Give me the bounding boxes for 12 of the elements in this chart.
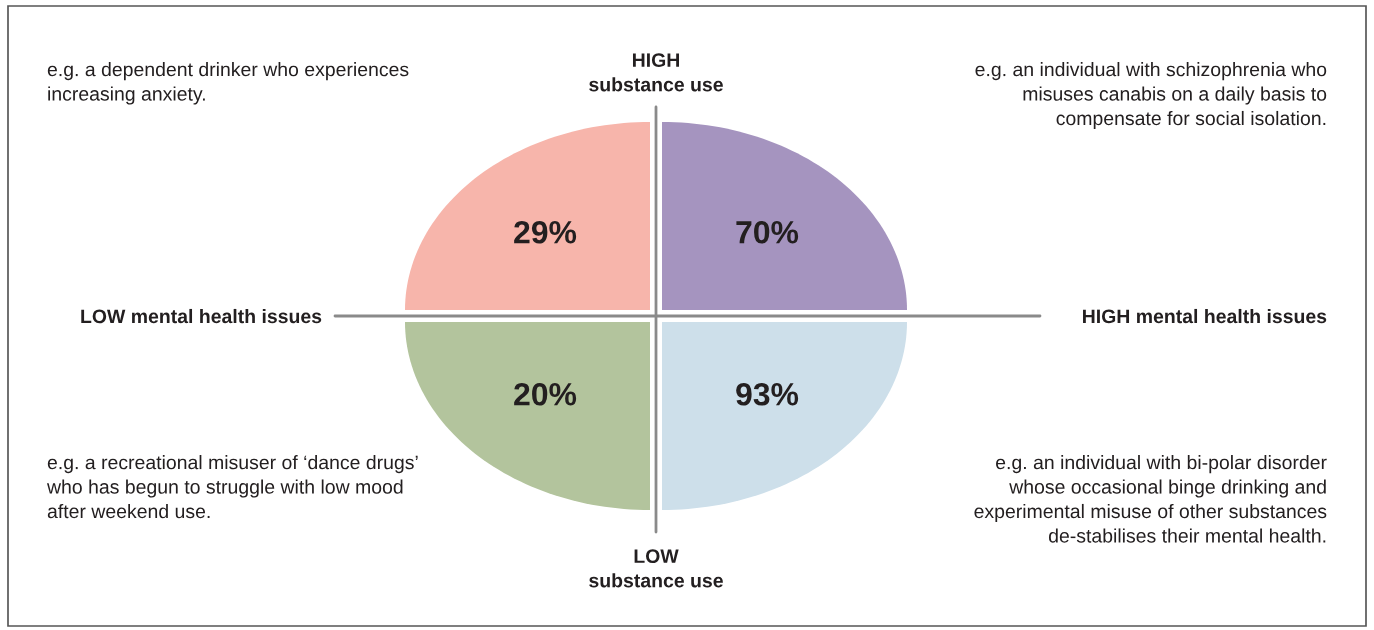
- text: HIGH mental health issues: [1083, 308, 1327, 324]
- text: LOW mental health issues: [81, 308, 322, 324]
- text: HIGH substance use: [589, 53, 723, 92]
- data-label: 70%: [736, 220, 799, 244]
- text: e.g. an individual with bi-polar disorder whose occasional binge drinking and experimental misuse of other substances de-stabilises their mental health.: [974, 455, 1327, 543]
- data-label: 20%: [514, 382, 577, 406]
- text: e.g. an individual with schizophrenia who misuses canabis on a daily basis to compensate for social isolation.: [975, 62, 1327, 130]
- data-label: 93%: [736, 382, 799, 406]
- text: e.g. a dependent drinker who experiences increasing anxiety.: [47, 62, 409, 105]
- data-label: 29%: [514, 220, 577, 244]
- text: e.g. a recreational misuser of ‘dance drugs’ who has begun to struggle with low mood after weekend use.: [46, 455, 418, 519]
- text: LOW substance use: [589, 549, 723, 588]
